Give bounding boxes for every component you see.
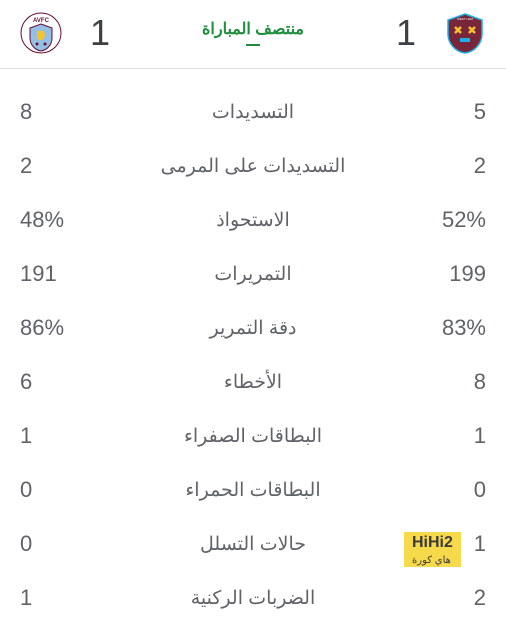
status-text: منتصف المباراة bbox=[202, 20, 304, 41]
svg-text:WEST HAM: WEST HAM bbox=[457, 17, 474, 21]
stat-home-value: 0 bbox=[396, 477, 486, 503]
home-team-badge: WEST HAM bbox=[444, 12, 486, 54]
stat-home-value: 2 bbox=[396, 153, 486, 179]
stat-row: 1 البطاقات الصفراء 1 bbox=[20, 409, 486, 463]
svg-text:AVFC: AVFC bbox=[33, 18, 50, 24]
watermark-top: HiHi2 bbox=[404, 532, 461, 554]
stat-home-value: 2 bbox=[396, 585, 486, 611]
stat-home-value: 52% bbox=[396, 207, 486, 233]
match-status: منتصف المباراة bbox=[202, 20, 304, 47]
stat-away-value: 1 bbox=[20, 585, 110, 611]
status-dash bbox=[246, 44, 260, 46]
stat-label: البطاقات الصفراء bbox=[110, 425, 396, 448]
stat-away-value: 191 bbox=[20, 261, 110, 287]
stat-away-value: 0 bbox=[20, 477, 110, 503]
stat-away-value: 86% bbox=[20, 315, 110, 341]
stat-home-value: 5 bbox=[396, 99, 486, 125]
away-team-badge: AVFC bbox=[20, 12, 62, 54]
stat-label: التسديدات bbox=[110, 101, 396, 124]
stat-home-value: 1 bbox=[396, 423, 486, 449]
stat-away-value: 48% bbox=[20, 207, 110, 233]
away-score: 1 bbox=[90, 12, 110, 54]
away-team-section: 1 AVFC bbox=[20, 12, 110, 54]
stat-label: الاستحواذ bbox=[110, 209, 396, 232]
stat-label: حالات التسلل bbox=[110, 533, 396, 556]
stat-row: 2 التسديدات على المرمى 2 bbox=[20, 139, 486, 193]
stat-label: البطاقات الحمراء bbox=[110, 479, 396, 502]
stat-row: 199 التمريرات 191 bbox=[20, 247, 486, 301]
stat-label: الضربات الركنية bbox=[110, 587, 396, 610]
stat-away-value: 1 bbox=[20, 423, 110, 449]
stat-label: التسديدات على المرمى bbox=[110, 155, 396, 178]
stat-home-value: 83% bbox=[396, 315, 486, 341]
stat-row: 83% دقة التمرير 86% bbox=[20, 301, 486, 355]
watermark-bottom: هاي كورة bbox=[404, 554, 461, 567]
home-team-section: WEST HAM 1 bbox=[396, 12, 486, 54]
stat-row: 8 الأخطاء 6 bbox=[20, 355, 486, 409]
stat-row: 2 الضربات الركنية 1 bbox=[20, 571, 486, 625]
stat-row: 0 البطاقات الحمراء 0 bbox=[20, 463, 486, 517]
match-header: WEST HAM 1 منتصف المباراة 1 AVFC bbox=[0, 0, 506, 69]
stat-row: 5 التسديدات 8 bbox=[20, 85, 486, 139]
home-score: 1 bbox=[396, 12, 416, 54]
stat-home-value: 8 bbox=[396, 369, 486, 395]
stat-home-value: 199 bbox=[396, 261, 486, 287]
stat-away-value: 8 bbox=[20, 99, 110, 125]
stat-label: دقة التمرير bbox=[110, 317, 396, 340]
stat-label: التمريرات bbox=[110, 263, 396, 286]
stat-away-value: 6 bbox=[20, 369, 110, 395]
stat-away-value: 2 bbox=[20, 153, 110, 179]
stat-label: الأخطاء bbox=[110, 371, 396, 394]
stat-row: 52% الاستحواذ 48% bbox=[20, 193, 486, 247]
watermark: HiHi2 هاي كورة bbox=[404, 532, 461, 567]
stat-away-value: 0 bbox=[20, 531, 110, 557]
